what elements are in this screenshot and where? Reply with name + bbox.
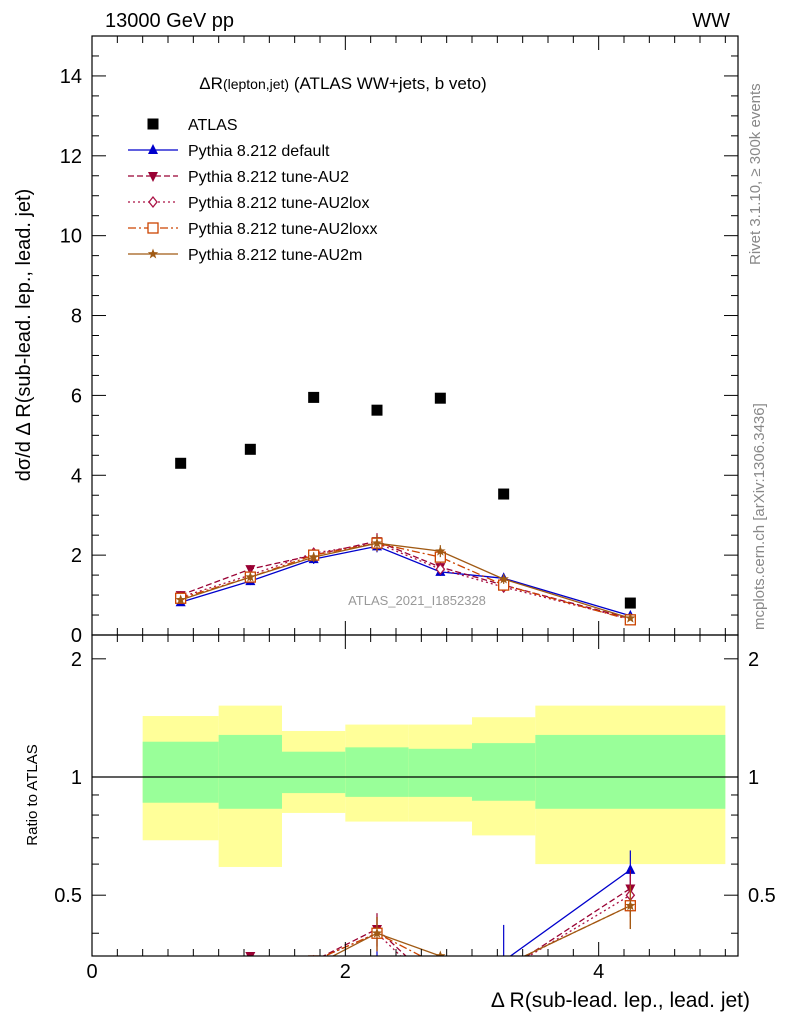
data-point-au2lox	[435, 563, 446, 576]
source-label: mcplots.cern.ch [arXiv:1306.3436]	[751, 403, 768, 630]
main-y-tick-label: 10	[60, 226, 82, 248]
data-point-au2m	[245, 571, 256, 582]
uncertainty-band-inner	[472, 743, 536, 801]
ratio-frame	[91, 634, 739, 957]
data-point-atlas	[175, 457, 187, 469]
data-point-au2m	[308, 551, 319, 562]
data-point-au2m	[498, 573, 509, 584]
ratio-point-default	[372, 960, 382, 970]
uncertainty-band-inner	[282, 751, 346, 794]
main-panel: 0 2 4 6 8 10 12 14 ΔR(lepton,jet) (ATLAS WW+jet…	[13, 35, 739, 647]
legend-label-au2: Pythia 8.212 tune-AU2	[188, 169, 349, 186]
uncertainty-band-inner	[345, 747, 409, 797]
ratio-point-au2lox	[500, 966, 508, 976]
ratio-y-tick-label: 2	[71, 649, 82, 671]
main-y-tick-label: 8	[71, 306, 82, 328]
data-point-au2m	[371, 537, 383, 548]
ratio-point-au2lox	[246, 966, 254, 976]
main-y-tick-label: 14	[60, 66, 82, 88]
uncertainty-band-inner	[218, 734, 282, 809]
uncertainty-band-inner	[535, 734, 726, 809]
data-point-au2m	[175, 594, 186, 605]
uncertainty-band-inner	[142, 741, 219, 803]
main-y-tick-label: 12	[60, 146, 82, 168]
ratio-point-au2m	[498, 961, 508, 971]
ratio-point-au2	[499, 967, 509, 977]
main-y-tick-label: 6	[71, 385, 82, 407]
ratio-y-tick-label-right: 0.5	[748, 885, 776, 907]
ratio-point-au2lox	[312, 954, 315, 956]
ratio-y-tick-label: 0.5	[54, 885, 82, 907]
data-point-au2m	[435, 545, 446, 556]
legend-label-au2m: Pythia 8.212 tune-AU2m	[188, 247, 362, 264]
ratio-point-au2m	[371, 927, 383, 938]
main-y-axis-label: dσ/d Δ R(sub-lead. lep., lead. jet)	[13, 189, 35, 482]
main-y-tick-label: 4	[71, 465, 82, 487]
ratio-y-tick-label-right: 1	[748, 767, 759, 789]
data-point-atlas	[308, 391, 320, 403]
energy-label: 13000 GeV pp	[105, 10, 234, 32]
analysis-label: ATLAS_2021_I1852328	[348, 593, 486, 608]
ratio-point-au2loxx	[245, 972, 255, 982]
legend-marker-default	[148, 144, 158, 154]
data-point-au2m	[625, 612, 636, 623]
ratio-point-au2	[309, 957, 319, 967]
uncertainty-band-inner	[408, 748, 472, 797]
process-label: WW	[692, 10, 730, 32]
legend-label-default: Pythia 8.212 default	[188, 143, 330, 160]
ratio-point-au2loxx	[499, 961, 509, 971]
rivet-version-label: Rivet 3.1.10, ≥ 300k events	[747, 83, 764, 265]
ratio-point-au2m	[308, 961, 318, 971]
ratio-y-tick-label: 1	[71, 767, 82, 789]
ratio-point-au2loxx	[435, 961, 445, 971]
data-point-atlas	[244, 443, 256, 455]
legend: ATLAS Pythia 8.212 default Pythia 8.212 tu…	[128, 117, 377, 264]
ratio-point-au2	[245, 952, 256, 956]
ratio-point-au2	[435, 984, 445, 994]
ratio-point-default	[435, 994, 445, 1004]
x-tick-label: 0	[86, 961, 97, 983]
legend-label-au2lox: Pythia 8.212 tune-AU2lox	[188, 195, 369, 212]
data-point-atlas	[434, 392, 446, 404]
ratio-point-au2lox	[436, 989, 444, 999]
legend-marker-au2	[148, 172, 158, 182]
main-y-tick-label: 2	[71, 545, 82, 567]
legend-label-atlas: ATLAS	[188, 117, 238, 134]
main-y-tick-label: 0	[71, 625, 82, 647]
data-point-atlas	[498, 488, 510, 500]
ratio-point-default	[309, 965, 319, 975]
ratio-point-au2m	[245, 971, 255, 981]
data-point-atlas	[624, 597, 636, 609]
ratio-point-default	[625, 863, 636, 874]
data-point-atlas	[371, 404, 383, 416]
ratio-point-default	[245, 982, 255, 992]
ratio-point-au2m	[435, 950, 446, 956]
legend-label-au2loxx: Pythia 8.212 tune-AU2loxx	[188, 221, 377, 238]
ratio-y-axis-label: Ratio to ATLAS	[24, 744, 41, 845]
legend-marker-au2m	[147, 248, 159, 259]
legend-marker-au2lox	[148, 195, 158, 209]
ratio-point-au2loxx	[308, 955, 320, 956]
ratio-panel: 0.5 0.5 1 1 2 2 0 2 4 Ratio to ATLAS Δ R(sub-lea…	[24, 634, 776, 1012]
legend-marker-atlas	[147, 118, 159, 130]
ratio-point-au2m	[625, 900, 636, 911]
x-tick-label: 4	[593, 961, 604, 983]
legend-marker-au2loxx	[147, 222, 159, 234]
x-axis-label: Δ R(sub-lead. lep., lead. jet)	[491, 989, 750, 1012]
plot-title: ΔR(lepton,jet) (ATLAS WW+jets, b veto)	[199, 74, 486, 93]
x-tick-label: 2	[340, 961, 351, 983]
ratio-y-tick-label-right: 2	[748, 649, 759, 671]
